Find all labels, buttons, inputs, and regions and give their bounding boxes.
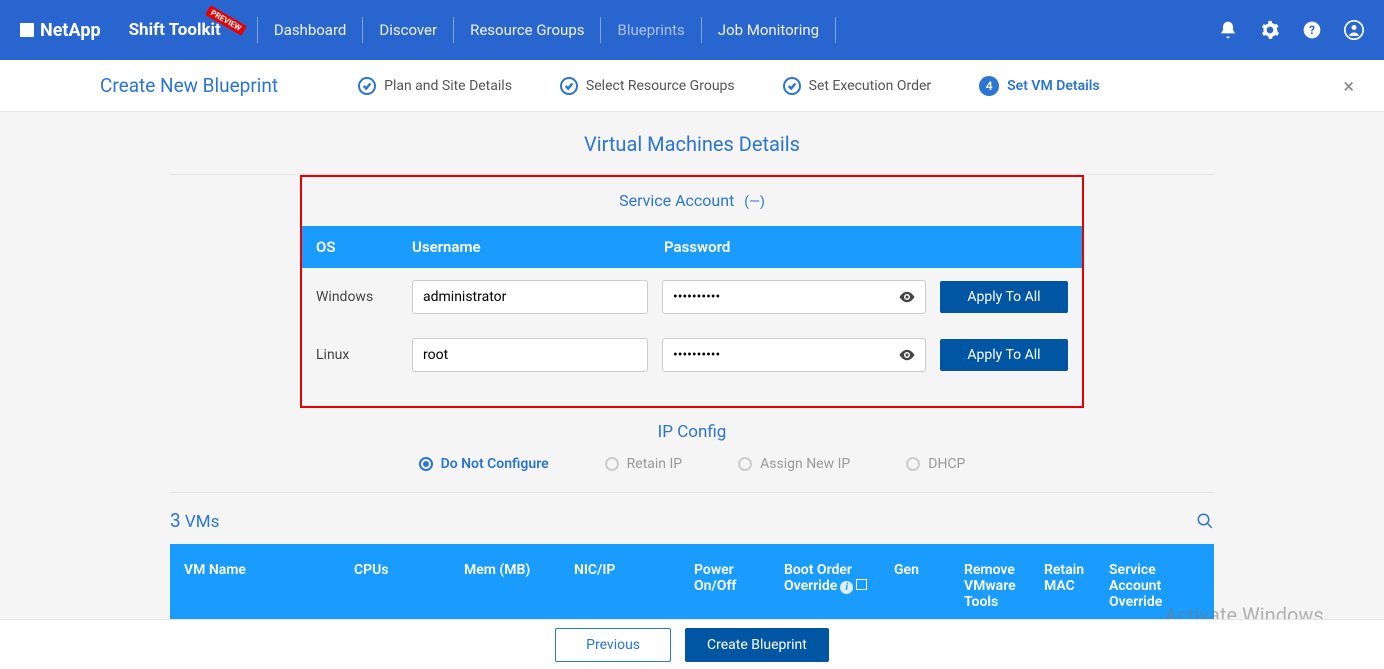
service-account-panel: Service Account (—) OS Username Password… xyxy=(300,175,1084,408)
create-blueprint-button[interactable]: Create Blueprint xyxy=(685,628,829,662)
col-retain-mac: Retain MAC xyxy=(1044,562,1109,610)
nav-blueprints[interactable]: Blueprints xyxy=(617,21,684,39)
company-logo[interactable]: NetApp xyxy=(20,20,101,41)
nav-job-monitoring[interactable]: Job Monitoring xyxy=(718,21,819,39)
nav-separator xyxy=(600,17,601,43)
col-vm-name: VM Name xyxy=(184,562,354,610)
collapse-icon[interactable]: (—) xyxy=(744,194,765,210)
vm-count-label: 3 VMs xyxy=(170,509,219,532)
col-os: OS xyxy=(316,238,412,256)
step-execution-order[interactable]: Set Execution Order xyxy=(783,77,932,95)
password-input-linux[interactable] xyxy=(662,338,926,372)
vm-table-header: VM Name CPUs Mem (MB) NIC/IP Power On/Of… xyxy=(170,544,1214,628)
user-icon[interactable] xyxy=(1344,20,1364,40)
step-number-badge: 4 xyxy=(979,76,999,96)
col-power: Power On/Off xyxy=(694,562,784,610)
col-gen: Gen xyxy=(894,562,964,610)
top-nav: NetApp Shift Toolkit PREVIEW Dashboard D… xyxy=(0,0,1384,60)
nav-separator xyxy=(362,17,363,43)
search-icon[interactable] xyxy=(1196,512,1214,530)
ip-config-title: IP Config xyxy=(170,422,1214,442)
service-account-header[interactable]: Service Account (—) xyxy=(302,191,1082,210)
help-icon[interactable]: ? xyxy=(1302,20,1322,40)
os-label: Windows xyxy=(316,289,398,305)
ip-option-do-not-configure[interactable]: Do Not Configure xyxy=(419,456,549,472)
previous-button[interactable]: Previous xyxy=(555,628,671,662)
ip-option-assign-new-ip[interactable]: Assign New IP xyxy=(738,456,850,472)
step-resource-groups[interactable]: Select Resource Groups xyxy=(560,77,735,95)
vm-list-header-row: 3 VMs xyxy=(170,509,1214,532)
ip-config-options: Do Not Configure Retain IP Assign New IP… xyxy=(170,456,1214,472)
radio-icon xyxy=(906,457,920,471)
username-input-windows[interactable] xyxy=(412,280,648,314)
divider xyxy=(170,492,1214,493)
col-mem: Mem (MB) xyxy=(464,562,574,610)
step-vm-details[interactable]: 4 Set VM Details xyxy=(979,76,1099,96)
logo-mark-icon xyxy=(20,23,34,37)
nav-resource-groups[interactable]: Resource Groups xyxy=(470,21,584,39)
close-icon[interactable]: × xyxy=(1343,74,1354,98)
svg-text:?: ? xyxy=(1309,23,1315,37)
stepper-bar: Create New Blueprint Plan and Site Detai… xyxy=(0,60,1384,112)
eye-icon[interactable] xyxy=(898,288,916,306)
nav-discover[interactable]: Discover xyxy=(379,21,437,39)
col-username: Username xyxy=(412,238,664,256)
nav-dashboard[interactable]: Dashboard xyxy=(274,21,347,39)
info-icon[interactable]: i xyxy=(840,581,853,594)
bell-icon[interactable] xyxy=(1218,20,1238,40)
product-name: Shift Toolkit PREVIEW xyxy=(129,20,221,40)
company-name: NetApp xyxy=(40,20,101,41)
eye-icon[interactable] xyxy=(898,346,916,364)
apply-to-all-button[interactable]: Apply To All xyxy=(940,281,1068,313)
service-account-row-linux: Linux Apply To All xyxy=(302,326,1082,384)
radio-icon xyxy=(738,457,752,471)
password-input-windows[interactable] xyxy=(662,280,926,314)
check-icon xyxy=(560,77,578,95)
ip-option-dhcp[interactable]: DHCP xyxy=(906,456,965,472)
radio-icon xyxy=(605,457,619,471)
step-plan-site[interactable]: Plan and Site Details xyxy=(358,77,512,95)
os-label: Linux xyxy=(316,347,398,363)
gear-icon[interactable] xyxy=(1260,20,1280,40)
service-account-row-windows: Windows Apply To All xyxy=(302,268,1082,326)
service-account-table-header: OS Username Password xyxy=(302,226,1082,268)
nav-separator xyxy=(257,17,258,43)
nav-separator xyxy=(835,17,836,43)
col-remove-tools: Remove VMware Tools xyxy=(964,562,1044,610)
radio-icon xyxy=(419,457,433,471)
col-cpus: CPUs xyxy=(354,562,464,610)
col-nic: NIC/IP xyxy=(574,562,694,610)
username-input-linux[interactable] xyxy=(412,338,648,372)
checkbox-icon[interactable] xyxy=(856,579,867,590)
check-icon xyxy=(358,77,376,95)
check-icon xyxy=(783,77,801,95)
footer-actions: Previous Create Blueprint xyxy=(0,619,1384,669)
main-content: Virtual Machines Details Service Account… xyxy=(0,112,1384,628)
apply-to-all-button[interactable]: Apply To All xyxy=(940,339,1068,371)
col-boot-order: Boot Order Overridei xyxy=(784,562,894,610)
nav-separator xyxy=(453,17,454,43)
stepper-title: Create New Blueprint xyxy=(100,74,278,97)
col-password: Password xyxy=(664,238,1068,256)
ip-option-retain-ip[interactable]: Retain IP xyxy=(605,456,683,472)
page-title: Virtual Machines Details xyxy=(170,132,1214,156)
nav-separator xyxy=(701,17,702,43)
nav-right-icons: ? xyxy=(1218,20,1364,40)
